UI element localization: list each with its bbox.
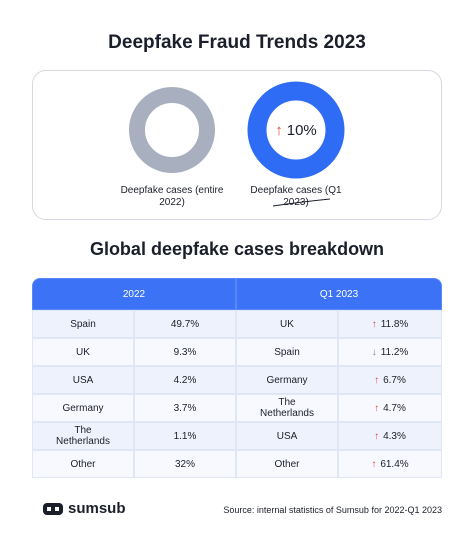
column-header: 2022 xyxy=(32,278,236,310)
donut-value: ↑ 10% xyxy=(266,122,326,139)
country: UK xyxy=(236,310,338,338)
donut-label: Deepfake cases (entire 2022) xyxy=(120,185,224,208)
change: 11.2% xyxy=(380,346,409,358)
donut-q1-2023 xyxy=(247,81,345,179)
value: ↑ 4.3% xyxy=(338,422,442,450)
arrow: ↑ xyxy=(374,402,380,414)
column-header: Q1 2023 xyxy=(236,278,442,310)
value: ↑ 61.4% xyxy=(338,450,442,478)
arrow: ↑ xyxy=(371,458,377,470)
arrow: ↓ xyxy=(371,346,377,358)
summary-box xyxy=(32,70,442,220)
value: ↑ 11.8% xyxy=(338,310,442,338)
country: Spain xyxy=(32,310,134,338)
donut-2022 xyxy=(129,87,215,173)
change: 61.4% xyxy=(380,458,409,470)
donut-label: Deepfake cases (Q1 2023) xyxy=(250,185,342,208)
subtitle: Global deepfake cases breakdown xyxy=(89,239,385,259)
change: 6.7% xyxy=(383,374,406,386)
value: ↑ 6.7% xyxy=(338,366,442,394)
value: ↑ 4.7% xyxy=(338,394,442,422)
country: The Netherlands xyxy=(236,394,338,422)
country: Germany xyxy=(236,366,338,394)
logo: sumsub xyxy=(68,500,126,517)
country: Germany xyxy=(32,394,134,422)
country: Other xyxy=(236,450,338,478)
country: USA xyxy=(32,366,134,394)
value: 10% xyxy=(286,122,317,139)
arrow: ↑ xyxy=(374,430,380,442)
arrow: ↑ xyxy=(275,122,283,139)
underline xyxy=(272,198,331,207)
country: Other xyxy=(32,450,134,478)
value: 3.7% xyxy=(134,394,236,422)
country: The Netherlands xyxy=(32,422,134,450)
logo-icon xyxy=(43,503,63,515)
title: Deepfake Fraud Trends 2023 xyxy=(108,32,366,53)
country: USA xyxy=(236,422,338,450)
change: 4.3% xyxy=(383,430,406,442)
value: 32% xyxy=(134,450,236,478)
source: Source: internal statistics of Sumsub fo… xyxy=(223,505,442,515)
change: 11.8% xyxy=(380,318,409,330)
value: 49.7% xyxy=(134,310,236,338)
donuts xyxy=(129,81,345,207)
country: Spain xyxy=(236,338,338,366)
country: UK xyxy=(32,338,134,366)
value: 1.1% xyxy=(134,422,236,450)
change: 4.7% xyxy=(383,402,406,414)
value: 9.3% xyxy=(134,338,236,366)
arrow: ↑ xyxy=(374,374,380,386)
arrow: ↑ xyxy=(371,318,377,330)
value: 4.2% xyxy=(134,366,236,394)
value: ↓ 11.2% xyxy=(338,338,442,366)
